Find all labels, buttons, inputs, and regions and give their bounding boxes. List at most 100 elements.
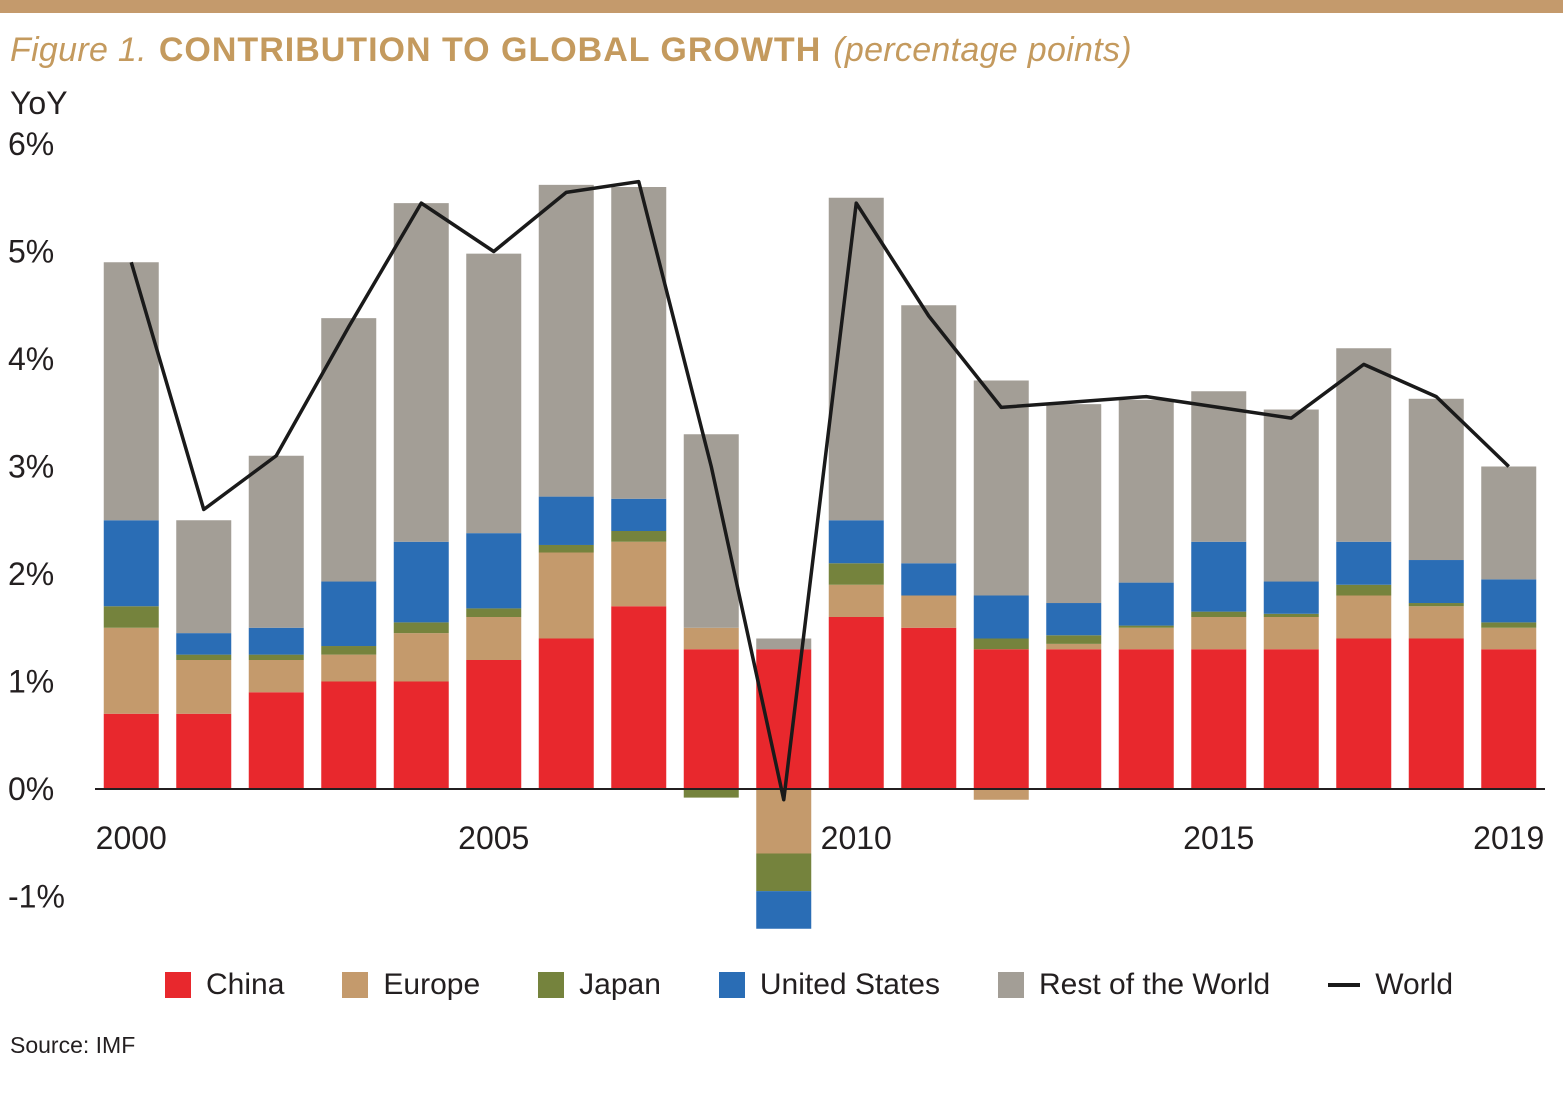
bar-segment-china: [466, 660, 522, 789]
chart-legend: China Europe Japan United States Rest of…: [165, 968, 1563, 1002]
bar-segment-china: [683, 649, 739, 789]
bar-segment-united-states: [466, 533, 522, 609]
bar-segment-japan: [1263, 613, 1319, 617]
legend-item-rest-of-world: Rest of the World: [998, 968, 1270, 1002]
bar-segment-japan: [103, 606, 159, 628]
bar-segment-japan: [538, 544, 594, 553]
stacked-bar-chart: YoY 6% 5% 4% 3% 2% 1% 0% -1% 2000 2005 2010 2015 2019: [8, 85, 1545, 929]
bar-segment-rest-of-the-world: [1118, 399, 1174, 583]
legend-item-world: World: [1328, 968, 1453, 1002]
bar-segment-japan: [828, 563, 884, 585]
world-line-icon: [1328, 983, 1361, 987]
bar-segment-united-states: [248, 627, 304, 655]
bar-segment-europe: [973, 789, 1029, 800]
world-line: [129, 179, 1510, 802]
bar-segment-japan: [466, 608, 522, 617]
y-axis-tick-label: 3%: [8, 449, 54, 485]
bar-segment-europe: [1408, 606, 1464, 639]
bar-segment-japan: [1336, 584, 1392, 596]
bar-segment-rest-of-the-world: [1481, 466, 1537, 580]
bar-segment-europe: [611, 541, 667, 607]
bar-segment-rest-of-the-world: [756, 638, 812, 650]
bar-segment-united-states: [1191, 541, 1247, 612]
bar-segment-united-states: [901, 563, 957, 596]
bar-segment-united-states: [828, 520, 884, 564]
figure-label: Figure 1.: [10, 31, 147, 69]
bar-segment-united-states: [538, 496, 594, 545]
bar-segment-united-states: [1408, 560, 1464, 604]
x-axis-tick-label: 2015: [1183, 820, 1254, 856]
bar-segment-japan: [176, 654, 232, 660]
bar-segment-rest-of-the-world: [538, 184, 594, 497]
legend-item-japan: Japan: [538, 968, 661, 1002]
y-axis-title: YoY: [10, 85, 68, 121]
bar-segment-china: [1408, 638, 1464, 789]
bar-segment-rest-of-the-world: [1263, 409, 1319, 582]
bar-segment-united-states: [393, 541, 449, 623]
bar-segment-japan: [1191, 611, 1247, 617]
bar-segment-rest-of-the-world: [973, 380, 1029, 596]
legend-item-united-states: United States: [718, 968, 940, 1002]
bar-segment-united-states: [1118, 582, 1174, 626]
y-axis-tick-label: 1%: [8, 664, 54, 700]
bar-segment-china: [103, 713, 159, 789]
figure-subtitle: (percentage points): [833, 31, 1132, 69]
x-axis-tick-label: 2000: [96, 820, 167, 856]
legend-label-china: China: [206, 968, 285, 1001]
figure-title: Figure 1. CONTRIBUTION TO GLOBAL GROWTH (p…: [10, 31, 1563, 70]
y-axis-tick-label: 2%: [8, 556, 54, 592]
bar-segment-japan: [393, 622, 449, 634]
bar-segment-united-states: [321, 581, 377, 647]
bar-segment-europe: [466, 617, 522, 660]
bar-segment-united-states: [1336, 541, 1392, 585]
x-axis-tick-label: 2005: [458, 820, 529, 856]
bar-segment-united-states: [973, 595, 1029, 639]
bar-segment-rest-of-the-world: [1336, 348, 1392, 542]
bar-segment-japan: [321, 646, 377, 655]
source-note: Source: IMF: [10, 1032, 136, 1058]
bar-segment-europe: [393, 633, 449, 682]
bar-segment-china: [1336, 638, 1392, 789]
bar-segment-united-states: [1481, 579, 1537, 623]
bar-segment-japan: [1408, 603, 1464, 607]
bar-segment-china: [1263, 649, 1319, 789]
legend-label-rest-of-world: Rest of the World: [1039, 968, 1271, 1001]
bar-segment-united-states: [1263, 581, 1319, 614]
bar-segment-united-states: [176, 633, 232, 655]
y-axis-tick-label: -1%: [8, 879, 65, 915]
bar-segment-japan: [1046, 635, 1102, 644]
bar-segment-rest-of-the-world: [1408, 398, 1464, 561]
bar-segment-united-states: [103, 520, 159, 607]
bar-segment-china: [1481, 649, 1537, 789]
bar-segment-europe: [901, 595, 957, 628]
bar-segment-japan: [683, 789, 739, 798]
bar-segment-europe: [683, 627, 739, 650]
bar-segment-europe: [248, 660, 304, 693]
bar-segment-japan: [248, 654, 304, 660]
top-accent-bar: [0, 0, 1563, 13]
bar-segment-china: [248, 692, 304, 789]
bar-segment-japan: [1481, 622, 1537, 628]
x-axis-tick-label: 2010: [821, 820, 892, 856]
china-swatch-icon: [165, 972, 191, 998]
bar-segment-china: [1118, 649, 1174, 789]
bar-segment-japan: [973, 638, 1029, 650]
japan-swatch-icon: [538, 972, 565, 998]
x-axis-tick-label: 2019: [1473, 820, 1544, 856]
bar-segment-china: [321, 681, 377, 789]
bar-segment-rest-of-the-world: [466, 253, 522, 534]
bar-segment-rest-of-the-world: [103, 262, 159, 521]
bar-segment-europe: [1481, 627, 1537, 650]
legend-label-united-states: United States: [759, 968, 940, 1001]
bar-segment-europe: [321, 654, 377, 682]
bar-segment-united-states: [611, 498, 667, 531]
bar-segment-japan: [611, 531, 667, 542]
europe-swatch-icon: [342, 972, 369, 998]
bar-segment-europe: [103, 627, 159, 714]
bar-segment-europe: [176, 660, 232, 714]
figure-page: Figure 1. CONTRIBUTION TO GLOBAL GROWTH (p…: [0, 0, 1563, 1058]
bar-segment-china: [828, 617, 884, 789]
bar-segment-europe: [1263, 617, 1319, 650]
legend-item-europe: Europe: [342, 968, 480, 1002]
bar-segment-rest-of-the-world: [1191, 391, 1247, 542]
